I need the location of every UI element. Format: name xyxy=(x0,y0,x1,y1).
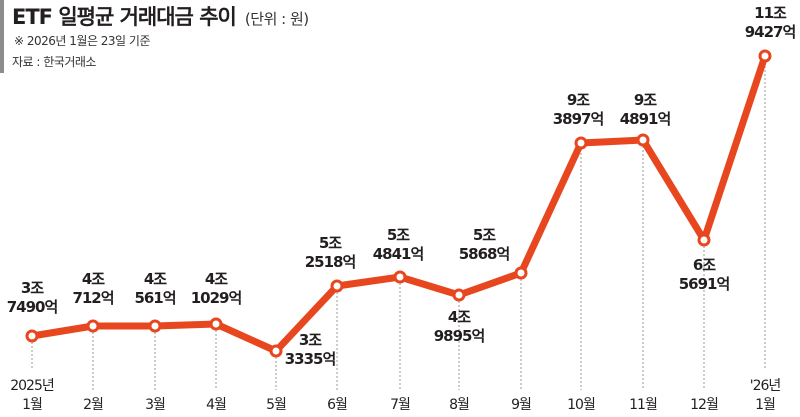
x-tick-label: 5월 xyxy=(266,397,287,413)
value-label-trillion: 6조 xyxy=(692,256,716,274)
year-label: '26년 xyxy=(749,378,782,394)
value-label-trillion: 4조 xyxy=(204,270,228,288)
value-label: 5조 5868억 xyxy=(458,226,511,264)
value-label: 3조 7490억 xyxy=(6,279,59,317)
title-accent-bar xyxy=(0,0,4,73)
value-label: 4조 712억 xyxy=(72,270,114,308)
data-point-marker xyxy=(86,319,100,333)
data-markers xyxy=(25,49,772,358)
value-label-trillion: 4조 xyxy=(447,308,471,326)
value-label: 6조 5691억 xyxy=(678,256,731,294)
x-tick-label: 8월 xyxy=(449,397,470,413)
value-label: 5조 2518억 xyxy=(304,234,357,272)
unit-label: (단위 : 원) xyxy=(244,10,309,28)
value-label-trillion: 9조 xyxy=(566,91,590,109)
data-point-marker xyxy=(697,233,711,247)
x-tick-label: 1월 xyxy=(22,397,43,413)
value-label-100m: 3335억 xyxy=(284,350,337,368)
value-label: 4조 561억 xyxy=(134,270,176,308)
value-label-trillion: 11조 xyxy=(754,4,787,22)
value-label-100m: 7490억 xyxy=(6,298,59,316)
value-label-100m: 5868억 xyxy=(458,245,511,263)
data-point-marker xyxy=(758,49,772,63)
x-tick-label: 2월 xyxy=(83,397,104,413)
value-label: 9조 3897억 xyxy=(552,91,605,129)
value-label-trillion: 3조 xyxy=(20,279,44,297)
data-point-marker xyxy=(452,288,466,302)
data-point-marker xyxy=(25,329,39,343)
value-label: 11조 9427억 xyxy=(744,4,797,42)
x-tick-label: 7월 xyxy=(390,397,411,413)
value-label: 3조 3335억 xyxy=(284,331,337,369)
data-point-marker xyxy=(330,279,344,293)
value-label: 4조 1029억 xyxy=(190,270,243,308)
value-label-trillion: 9조 xyxy=(633,91,657,109)
value-label-100m: 5691억 xyxy=(678,275,731,293)
value-label-100m: 9895억 xyxy=(433,327,486,345)
value-label: 5조 4841억 xyxy=(372,226,425,264)
data-point-marker xyxy=(514,266,528,280)
value-label-100m: 712억 xyxy=(72,289,114,307)
value-label-100m: 4891억 xyxy=(619,110,672,128)
x-tick-label: 9월 xyxy=(511,397,532,413)
value-label-trillion: 3조 xyxy=(298,331,322,349)
value-label-trillion: 5조 xyxy=(318,234,342,252)
x-tick-label: 4월 xyxy=(206,397,227,413)
footnote: ※ 2026년 1월은 23일 기준 xyxy=(14,34,151,48)
data-point-marker xyxy=(393,270,407,284)
source-label: 자료 : 한국거래소 xyxy=(12,55,96,69)
value-label-trillion: 4조 xyxy=(81,270,105,288)
data-point-marker xyxy=(636,133,650,147)
value-label-100m: 4841억 xyxy=(372,245,425,263)
data-point-marker xyxy=(574,136,588,150)
x-tick-label: 12월 xyxy=(690,397,719,413)
chart-header: ETF 일평균 거래대금 추이 (단위 : 원) xyxy=(12,1,309,31)
value-label-trillion: 4조 xyxy=(143,270,167,288)
x-tick-label: 3월 xyxy=(145,397,166,413)
x-tick-label: 10월 xyxy=(567,397,596,413)
data-point-marker xyxy=(148,319,162,333)
x-tick-label: 11월 xyxy=(629,397,658,413)
value-label-trillion: 5조 xyxy=(386,226,410,244)
x-tick-label: 1월 xyxy=(755,397,776,413)
year-label: 2025년 xyxy=(10,378,55,394)
value-label-100m: 561억 xyxy=(134,289,176,307)
data-point-marker xyxy=(269,344,283,358)
value-label-100m: 2518억 xyxy=(304,253,357,271)
x-tick-label: 6월 xyxy=(327,397,348,413)
value-label: 4조 9895억 xyxy=(433,308,486,346)
value-label-100m: 9427억 xyxy=(744,23,797,41)
chart-title: ETF 일평균 거래대금 추이 xyxy=(12,5,237,29)
value-label: 9조 4891억 xyxy=(619,91,672,129)
value-label-100m: 3897억 xyxy=(552,110,605,128)
guide-lines xyxy=(31,62,766,390)
value-label-trillion: 5조 xyxy=(472,226,496,244)
data-point-marker xyxy=(209,317,223,331)
value-label-100m: 1029억 xyxy=(190,289,243,307)
